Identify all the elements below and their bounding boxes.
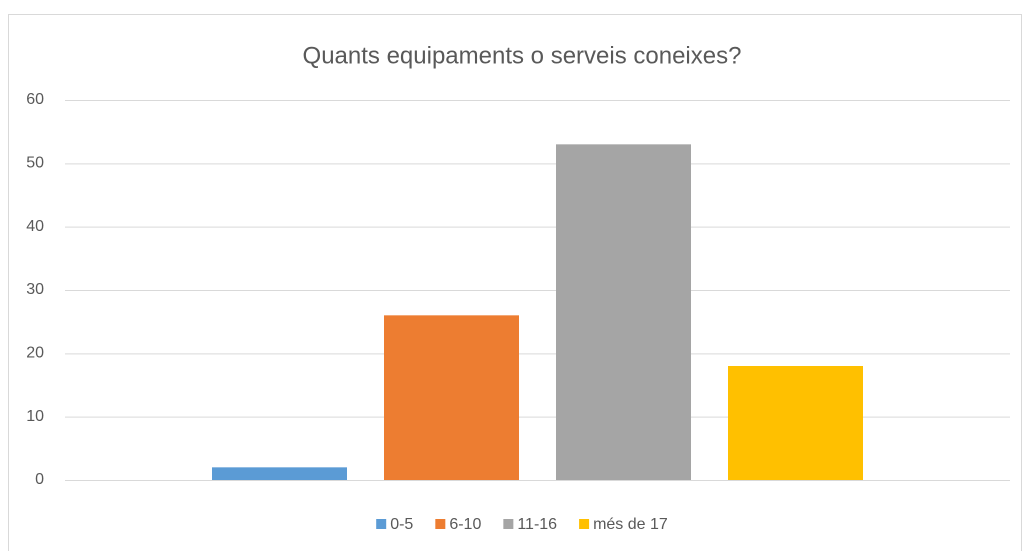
bar xyxy=(212,467,347,480)
chart-title: Quants equipaments o serveis coneixes? xyxy=(303,42,742,69)
bar xyxy=(384,315,519,480)
legend-swatch xyxy=(376,519,387,529)
bar xyxy=(728,366,863,480)
legend-label: 11-16 xyxy=(517,516,557,533)
legend-swatch xyxy=(503,519,514,529)
y-tick-label: 50 xyxy=(26,155,44,172)
y-tick-label: 60 xyxy=(26,91,44,108)
legend-swatch xyxy=(579,519,590,529)
legend-label: més de 17 xyxy=(593,516,668,533)
legend-swatch xyxy=(435,519,446,529)
legend-label: 0-5 xyxy=(390,516,413,533)
y-tick-label: 40 xyxy=(26,218,44,235)
y-tick-label: 10 xyxy=(26,408,44,425)
y-tick-label: 0 xyxy=(35,471,44,488)
legend-label: 6-10 xyxy=(449,516,481,533)
bar xyxy=(556,144,691,481)
y-tick-label: 20 xyxy=(26,345,44,362)
y-tick-label: 30 xyxy=(26,281,44,298)
